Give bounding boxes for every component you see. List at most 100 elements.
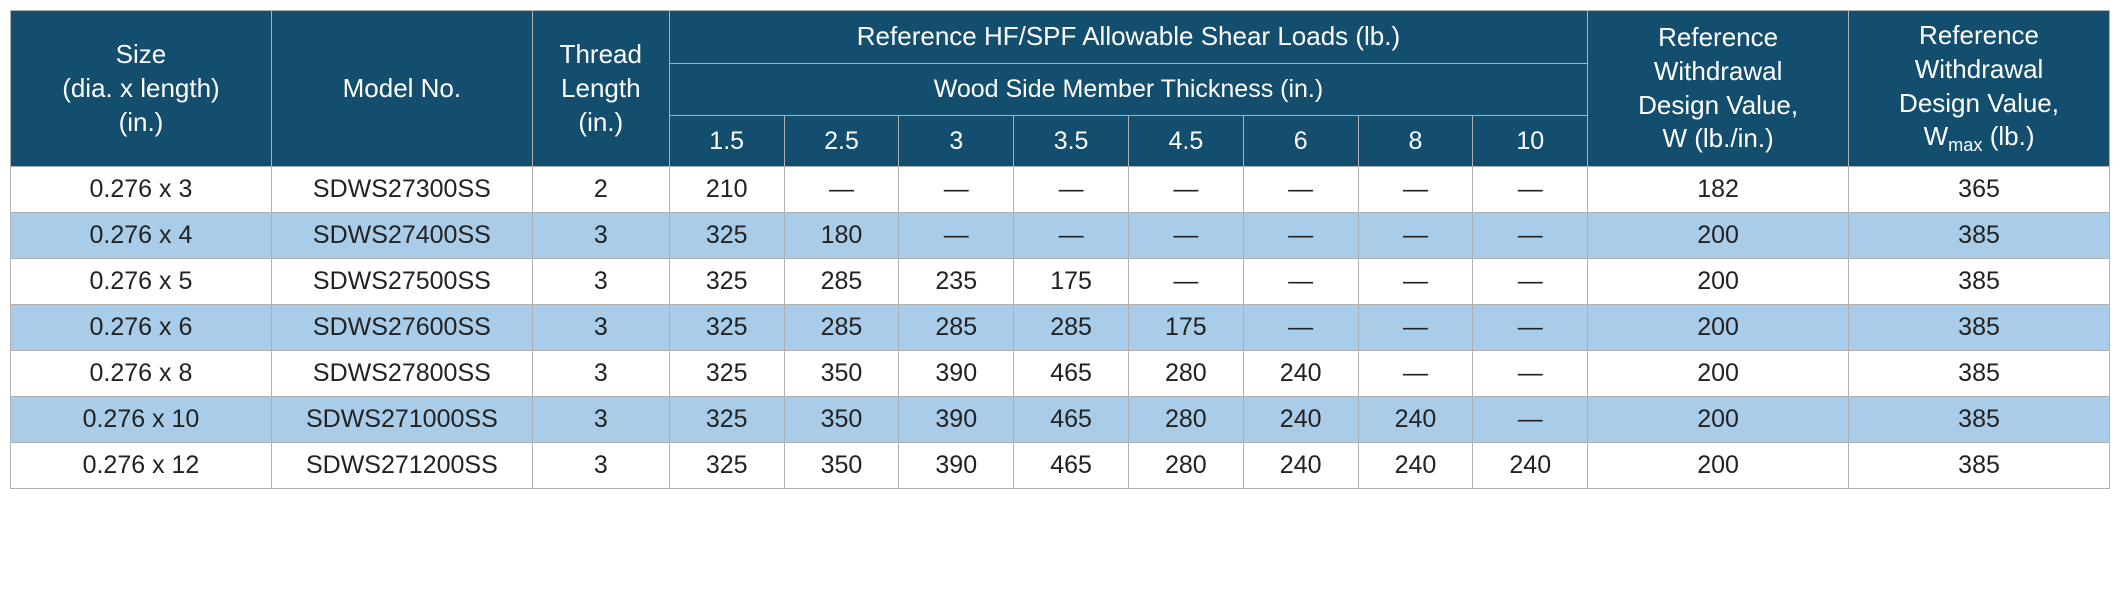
cell-thread: 3	[532, 443, 669, 489]
cell-size: 0.276 x 12	[11, 443, 272, 489]
cell-shear: —	[899, 213, 1014, 259]
cell-shear: —	[1014, 167, 1129, 213]
cell-shear: 350	[784, 351, 899, 397]
cell-shear: —	[899, 167, 1014, 213]
cell-wd1: 200	[1588, 305, 1849, 351]
cell-wd2: 385	[1849, 259, 2110, 305]
cell-shear: 285	[899, 305, 1014, 351]
cell-shear: —	[1243, 305, 1358, 351]
cell-size: 0.276 x 8	[11, 351, 272, 397]
header-shear-col: 3	[899, 115, 1014, 167]
cell-shear: 465	[1014, 397, 1129, 443]
cell-model: SDWS27300SS	[271, 167, 532, 213]
header-shear-col: 10	[1473, 115, 1588, 167]
cell-wd1: 200	[1588, 397, 1849, 443]
cell-shear: 285	[784, 305, 899, 351]
cell-shear: 280	[1128, 397, 1243, 443]
cell-shear: 280	[1128, 351, 1243, 397]
cell-shear: 465	[1014, 351, 1129, 397]
cell-thread: 2	[532, 167, 669, 213]
cell-shear: 175	[1128, 305, 1243, 351]
cell-size: 0.276 x 3	[11, 167, 272, 213]
cell-shear: —	[1358, 213, 1473, 259]
header-shear-top: Reference HF/SPF Allowable Shear Loads (…	[669, 11, 1587, 64]
cell-shear: 325	[669, 443, 784, 489]
cell-shear: —	[784, 167, 899, 213]
cell-thread: 3	[532, 351, 669, 397]
cell-wd2: 385	[1849, 213, 2110, 259]
header-shear-col: 3.5	[1014, 115, 1129, 167]
cell-shear: 390	[899, 397, 1014, 443]
cell-shear: —	[1473, 397, 1588, 443]
cell-shear: —	[1473, 167, 1588, 213]
cell-model: SDWS271000SS	[271, 397, 532, 443]
cell-thread: 3	[532, 213, 669, 259]
cell-shear: —	[1473, 213, 1588, 259]
cell-thread: 3	[532, 305, 669, 351]
cell-shear: 390	[899, 443, 1014, 489]
cell-shear: —	[1243, 167, 1358, 213]
cell-size: 0.276 x 4	[11, 213, 272, 259]
cell-shear: —	[1358, 259, 1473, 305]
cell-shear: —	[1243, 213, 1358, 259]
cell-thread: 3	[532, 259, 669, 305]
cell-shear: 175	[1014, 259, 1129, 305]
cell-shear: —	[1473, 259, 1588, 305]
cell-shear: —	[1243, 259, 1358, 305]
cell-wd2: 385	[1849, 305, 2110, 351]
table-row: 0.276 x 8SDWS27800SS3325350390465280240—…	[11, 351, 2110, 397]
cell-model: SDWS27600SS	[271, 305, 532, 351]
cell-shear: 285	[1014, 305, 1129, 351]
cell-shear: 240	[1358, 397, 1473, 443]
cell-size: 0.276 x 6	[11, 305, 272, 351]
cell-shear: —	[1128, 213, 1243, 259]
table-row: 0.276 x 6SDWS27600SS3325285285285175———2…	[11, 305, 2110, 351]
cell-shear: —	[1358, 167, 1473, 213]
header-shear-col: 6	[1243, 115, 1358, 167]
table-header: Size(dia. x length)(in.) Model No. Threa…	[11, 11, 2110, 167]
header-wd1: ReferenceWithdrawalDesign Value,W (lb./i…	[1588, 11, 1849, 167]
cell-shear: 325	[669, 351, 784, 397]
cell-wd1: 200	[1588, 259, 1849, 305]
table-body: 0.276 x 3SDWS27300SS2210———————1823650.2…	[11, 167, 2110, 489]
cell-shear: 325	[669, 259, 784, 305]
header-thread: ThreadLength(in.)	[532, 11, 669, 167]
cell-wd1: 200	[1588, 213, 1849, 259]
shear-load-table: Size(dia. x length)(in.) Model No. Threa…	[10, 10, 2110, 489]
cell-shear: —	[1128, 167, 1243, 213]
cell-wd1: 200	[1588, 443, 1849, 489]
cell-shear: 325	[669, 213, 784, 259]
table-row: 0.276 x 5SDWS27500SS3325285235175————200…	[11, 259, 2110, 305]
header-model: Model No.	[271, 11, 532, 167]
cell-shear: 390	[899, 351, 1014, 397]
cell-shear: 240	[1358, 443, 1473, 489]
cell-shear: 240	[1473, 443, 1588, 489]
cell-shear: 240	[1243, 397, 1358, 443]
cell-shear: 325	[669, 305, 784, 351]
cell-shear: —	[1128, 259, 1243, 305]
cell-shear: —	[1358, 305, 1473, 351]
cell-shear: 350	[784, 397, 899, 443]
cell-model: SDWS271200SS	[271, 443, 532, 489]
cell-thread: 3	[532, 397, 669, 443]
table-row: 0.276 x 3SDWS27300SS2210———————182365	[11, 167, 2110, 213]
cell-wd2: 385	[1849, 443, 2110, 489]
header-shear-col: 2.5	[784, 115, 899, 167]
cell-wd2: 385	[1849, 351, 2110, 397]
cell-wd2: 385	[1849, 397, 2110, 443]
header-shear-col: 8	[1358, 115, 1473, 167]
cell-model: SDWS27800SS	[271, 351, 532, 397]
header-shear-mid: Wood Side Member Thickness (in.)	[669, 63, 1587, 115]
cell-shear: —	[1358, 351, 1473, 397]
cell-shear: —	[1473, 305, 1588, 351]
cell-wd2: 365	[1849, 167, 2110, 213]
cell-shear: 280	[1128, 443, 1243, 489]
table-row: 0.276 x 4SDWS27400SS3325180——————200385	[11, 213, 2110, 259]
cell-model: SDWS27400SS	[271, 213, 532, 259]
cell-shear: 350	[784, 443, 899, 489]
header-wd2: ReferenceWithdrawalDesign Value,Wmax (lb…	[1849, 11, 2110, 167]
cell-shear: 240	[1243, 443, 1358, 489]
header-shear-col: 1.5	[669, 115, 784, 167]
header-shear-col: 4.5	[1128, 115, 1243, 167]
cell-size: 0.276 x 10	[11, 397, 272, 443]
